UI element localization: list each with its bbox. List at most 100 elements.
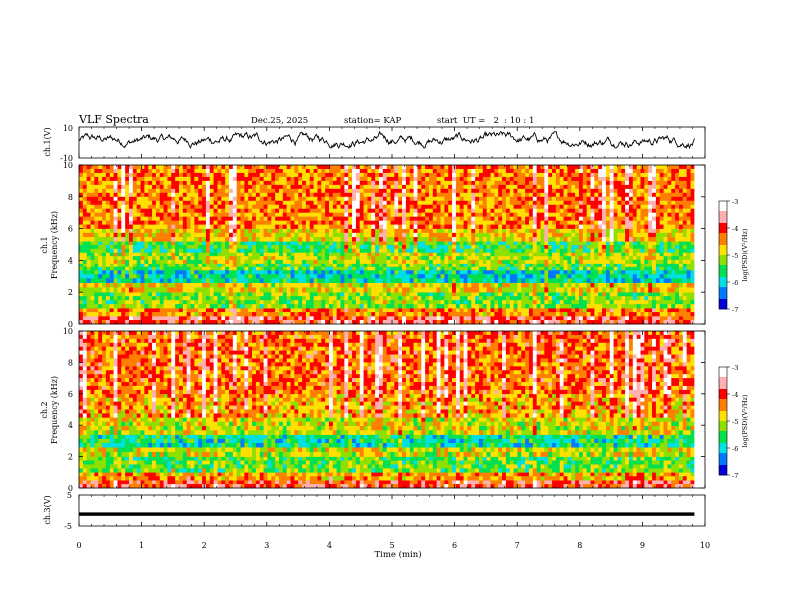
ch1-spectrogram-cell — [132, 259, 137, 264]
ch1-spectrogram-cell — [105, 237, 111, 242]
ch1-spectrogram-cell — [121, 308, 126, 313]
ch1-spectrogram-cell — [248, 188, 253, 194]
ch1-spectrogram-cell — [402, 172, 407, 178]
ch1-spectrogram-cell — [267, 316, 272, 321]
ch1-spectrogram-cell — [467, 216, 472, 221]
ch1-spectrogram-cell — [217, 292, 222, 297]
ch1-spectrogram-cell — [167, 269, 172, 275]
ch1-spectrogram-cell — [532, 192, 537, 198]
ch1-spectrogram-cell — [371, 282, 376, 288]
ch1-spectrogram-cell — [175, 292, 180, 297]
ch1-spectrogram-cell — [490, 274, 495, 279]
ch1-spectrogram-cell — [386, 312, 391, 317]
ch1-spectrogram-cell — [540, 256, 545, 261]
ch1-spectrogram-cell — [213, 245, 218, 250]
ch1-spectrogram-cell — [467, 300, 472, 305]
ch1-spectrogram-cell — [498, 292, 503, 297]
ch1-spectrogram-cell — [428, 263, 434, 268]
ch1-spectrogram-cell — [190, 308, 195, 313]
ch1-spectrogram-cell — [321, 296, 326, 301]
ch1-spectrogram-cell — [148, 184, 153, 190]
ch1-spectrogram-cell — [482, 180, 487, 186]
ch1-spectrogram-cell — [209, 274, 214, 279]
ch1-spectrogram-cell — [109, 220, 114, 225]
ch1-spectrogram-cell — [167, 278, 172, 283]
ch1-spectrogram-cell — [313, 192, 318, 198]
ch1-spectrogram-cell — [240, 228, 245, 234]
ch1-spectrogram-cell — [171, 176, 176, 182]
ch1-spectrogram-cell — [367, 312, 372, 317]
ch1-spectrogram-cell — [363, 241, 368, 246]
ch1-spectrogram-cell — [144, 176, 149, 182]
ch1-spectrogram-cell — [382, 308, 387, 313]
ch1-spectrogram-cell — [248, 184, 253, 190]
ch1-spectrogram-cell — [490, 216, 495, 221]
ch1-spectrogram-cell — [294, 259, 299, 264]
ch1-spectrogram-cell — [175, 312, 180, 317]
ch1-spectrogram-cell — [129, 200, 134, 206]
ch1-spectrogram-cell — [348, 259, 353, 264]
ch1-spectrogram-cell — [455, 176, 461, 182]
ch1-spectrogram-cell — [513, 212, 518, 217]
ch1-spectrogram-cell — [225, 212, 230, 217]
ch1-spectrogram-cell — [348, 304, 353, 309]
ch1-spectrogram-cell — [290, 237, 295, 242]
ch1-spectrogram-cell — [152, 296, 157, 301]
ch1-spectrogram-cell — [459, 216, 464, 221]
ch1-spectrogram-cell — [405, 266, 411, 271]
ch1-spectrogram-cell — [79, 204, 84, 210]
ch1-spectrogram-cell — [298, 216, 303, 221]
ch1-spectrogram-cell — [548, 312, 553, 317]
ch1-spectrogram-cell — [313, 259, 318, 264]
ch1-spectrogram-cell — [502, 320, 507, 325]
ch1-spectrogram-cell — [440, 274, 445, 279]
ch1-spectrogram-cell — [409, 304, 414, 309]
ch1-spectrogram-cell — [144, 204, 149, 210]
ch1-spectrogram-cell — [286, 266, 291, 271]
ch1-spectrogram-cell — [375, 196, 380, 202]
ch1-spectrogram-cell — [386, 168, 391, 174]
ch1-spectrogram-cell — [502, 308, 507, 313]
ch1-spectrogram-cell — [359, 208, 364, 213]
ch1-spectrogram-cell — [259, 176, 264, 182]
ch1-spectrogram-cell — [386, 282, 391, 288]
ch1-spectrogram-cell — [263, 188, 268, 194]
ch1-spectrogram-cell — [540, 192, 545, 198]
ch1-spectrogram-cell — [305, 212, 311, 217]
ch1-spectrogram-cell — [309, 312, 314, 317]
ch1-spectrogram-cell — [332, 224, 337, 229]
ch1-spectrogram-cell — [421, 308, 426, 313]
ch1-spectrogram-cell — [348, 248, 353, 253]
ch1-spectrogram-cell — [390, 245, 395, 250]
ch1-spectrogram-cell — [275, 237, 280, 242]
ch1-spectrogram-cell — [471, 168, 476, 174]
ch1-spectrogram-cell — [302, 172, 307, 178]
ch1-spectrogram-cell — [121, 232, 126, 238]
ch1-spectrogram-cell — [475, 216, 480, 221]
ch1-spectrogram-cell — [255, 300, 261, 305]
ch1-spectrogram-cell — [148, 320, 153, 325]
ch1-spectrogram-cell — [321, 200, 326, 206]
ch1-spectrogram-cell — [540, 269, 545, 275]
ch1-spectrogram-cell — [278, 248, 284, 253]
ch1-spectrogram-cell — [163, 212, 168, 217]
ch1-spectrogram-cell — [413, 208, 418, 213]
ch1-spectrogram-cell — [475, 304, 480, 309]
ch1-spectrogram-cell — [171, 165, 176, 170]
ch1-spectrogram-cell — [305, 248, 311, 253]
ch1-spectrogram-cell — [482, 296, 487, 301]
ch1-spectrogram-cell — [540, 274, 545, 279]
ch1-spectrogram-cell — [113, 308, 118, 313]
ch1-spectrogram-cell — [171, 220, 176, 225]
ch1-spectrogram-cell — [129, 256, 134, 261]
ch1-spectrogram-cell — [179, 312, 184, 317]
ch1-spectrogram-cell — [359, 188, 364, 194]
ch1-spectrogram-cell — [217, 266, 222, 271]
ch1-spectrogram-cell — [259, 237, 264, 242]
ch1-spectrogram-cell — [79, 245, 84, 250]
ch1-spectrogram-cell — [236, 274, 241, 279]
ch1-spectrogram-cell — [478, 204, 484, 210]
ch1-spectrogram-cell — [286, 316, 291, 321]
ch1-spectrogram-cell — [452, 184, 457, 190]
ch1-spectrogram-cell — [248, 320, 253, 325]
